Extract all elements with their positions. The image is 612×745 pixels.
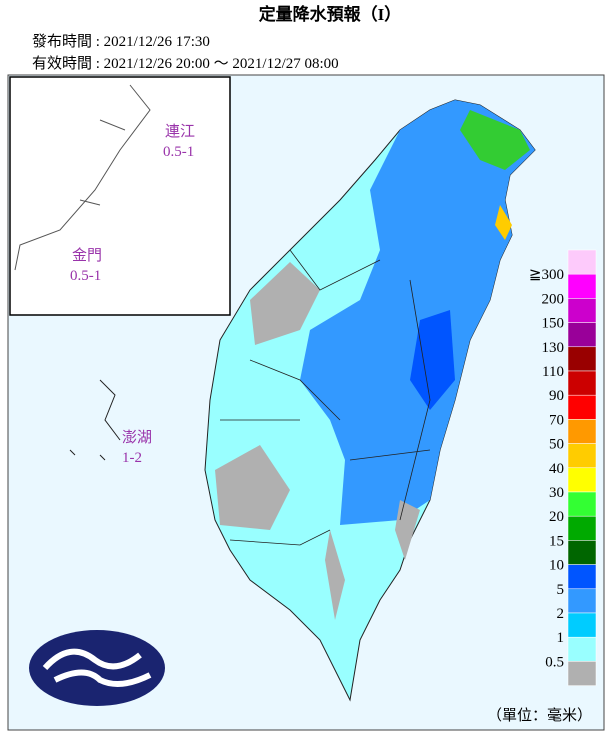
rain-gray	[215, 445, 290, 530]
island-range: 0.5-1	[70, 268, 101, 284]
legend-label: 90	[549, 388, 564, 404]
legend-swatch	[567, 540, 597, 565]
legend-label: 50	[549, 437, 564, 453]
rain-blue-dark	[410, 310, 455, 410]
legend-label: 150	[542, 316, 565, 332]
legend-label: 110	[542, 364, 564, 380]
legend-label: 130	[542, 340, 565, 356]
valid-time: 有效時間 : 2021/12/26 20:00 ～ 2021/12/27 08:…	[32, 55, 339, 72]
coast	[14, 84, 151, 271]
legend-swatch	[567, 249, 597, 275]
legend-label: ≧300	[529, 267, 564, 283]
unit: （單位：毫米）	[487, 706, 592, 724]
legend-label: 70	[549, 412, 564, 428]
legend: ≧300 200 150 130 110 90 70 50 40 30 20 15 10 5 2 1 0.5	[529, 249, 597, 686]
legend-swatch	[567, 273, 597, 299]
legend-swatch	[567, 636, 597, 662]
island-range: 0.5-1	[163, 144, 194, 160]
county-border	[220, 249, 431, 546]
island-name: 連江	[165, 123, 195, 140]
rain-gray	[250, 262, 320, 345]
legend-swatch	[567, 419, 597, 444]
legend-swatch	[567, 491, 597, 517]
rain-yellow	[495, 205, 512, 240]
logo	[29, 630, 165, 706]
legend-swatch	[567, 588, 597, 614]
legend-label: 10	[549, 558, 564, 574]
penghu	[69, 379, 121, 461]
island-name: 金門	[72, 247, 102, 264]
rain-gray	[325, 500, 420, 620]
island-name: 澎湖	[122, 429, 152, 446]
legend-swatch	[567, 346, 597, 372]
legend-swatch	[567, 443, 597, 469]
legend-swatch	[567, 370, 597, 396]
logo-mark	[42, 648, 152, 687]
legend-swatch	[567, 467, 597, 493]
legend-label: 2	[557, 606, 565, 622]
rain-blue	[300, 100, 535, 525]
legend-label: 20	[549, 509, 564, 525]
legend-label: 40	[549, 461, 564, 477]
title: 定量降水預報（I）	[259, 4, 402, 24]
island-range: 1-2	[122, 450, 142, 466]
legend-label: 200	[542, 291, 565, 307]
legend-label: 30	[549, 485, 564, 501]
legend-swatch	[567, 612, 597, 638]
legend-label: 15	[549, 533, 564, 549]
legend-label: 0.5	[545, 654, 564, 670]
rain-green	[460, 110, 530, 170]
legend-label: 5	[557, 582, 565, 598]
issued-time: 發布時間 : 2021/12/26 17:30	[32, 33, 210, 50]
legend-swatch	[567, 394, 597, 420]
legend-label: 1	[557, 630, 565, 646]
legend-swatch	[567, 298, 597, 323]
legend-swatch	[567, 661, 597, 686]
inset-box	[9, 76, 231, 316]
legend-swatch	[567, 564, 597, 590]
legend-swatch	[567, 515, 597, 541]
legend-swatch	[567, 322, 597, 348]
